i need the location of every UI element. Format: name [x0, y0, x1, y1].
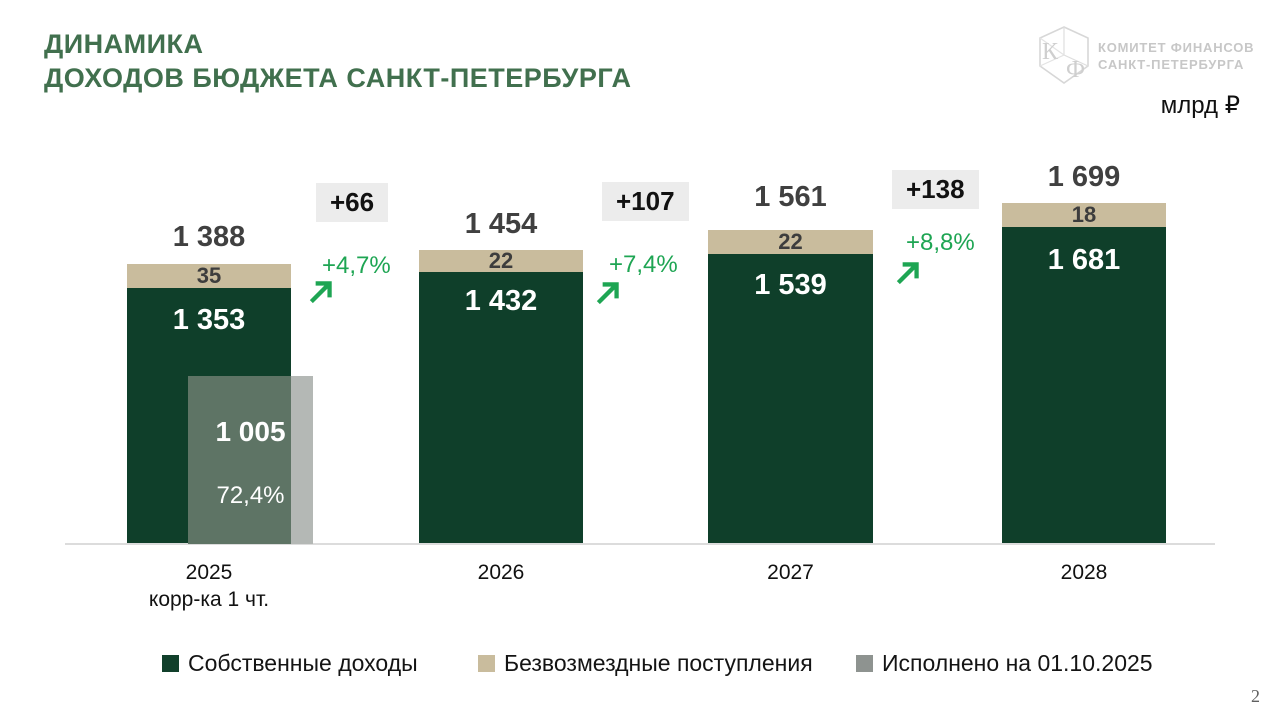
legend-label-executed: Исполнено на 01.10.2025 — [882, 650, 1153, 676]
bar-2025-transfers-value: 35 — [196, 263, 222, 288]
legend-label-transfers: Безвозмездные поступления — [504, 650, 813, 676]
bar-2027-transfers-segment: 22 — [708, 230, 873, 254]
legend-swatch-own-revenues — [162, 655, 179, 672]
page-title: ДИНАМИКА ДОХОДОВ БЮДЖЕТА САНКТ-ПЕТЕРБУРГ… — [44, 27, 631, 95]
finance-committee-logo-text: КОМИТЕТ ФИНАНСОВ САНКТ-ПЕТЕРБУРГА — [1098, 39, 1254, 73]
total-label-2028: 1 699 — [1047, 161, 1121, 193]
x-axis-line — [65, 543, 1215, 545]
executed-value: 1 005 — [215, 416, 286, 447]
executed-overlay-labels: 1 005 72,4% — [188, 376, 313, 544]
bar-2025-transfers-segment: 35 — [127, 264, 291, 288]
logo-org-line2: САНКТ-ПЕТЕРБУРГА — [1098, 57, 1245, 72]
bar-2028-transfers-value: 18 — [1071, 202, 1097, 227]
logo-letter-k: К — [1042, 39, 1059, 65]
bar-2027-own-value: 1 539 — [754, 269, 827, 301]
bar-2025-own-value: 1 353 — [172, 304, 246, 336]
bar-2026-own-value: 1 432 — [464, 285, 538, 317]
page-title-line1: ДИНАМИКА — [44, 29, 204, 59]
growth-arrow-icon — [896, 262, 919, 285]
legend-item-executed: Исполнено на 01.10.2025 — [856, 650, 1153, 677]
legend-swatch-transfers — [478, 655, 495, 672]
growth-arrow-icon — [596, 282, 619, 305]
x-label-2027: 2027 — [767, 561, 814, 584]
logo-org-line1: КОМИТЕТ ФИНАНСОВ — [1098, 40, 1255, 55]
executed-overlay-extension — [291, 376, 313, 544]
bar-2026-transfers-segment: 22 — [419, 250, 583, 272]
total-label-2025: 1 388 — [172, 221, 246, 253]
bar-2028-transfers-segment: 18 — [1002, 203, 1166, 227]
delta-badge-2027: +107 — [602, 182, 689, 221]
bar-2027-own-segment: 1 539 — [708, 254, 873, 544]
delta-percent-2028: +8,8% — [906, 229, 975, 256]
finance-committee-logo-icon: К Ф — [1039, 26, 1089, 84]
x-label-2026: 2026 — [477, 561, 525, 584]
delta-percent-2027: +7,4% — [609, 251, 678, 278]
x-sublabel-2025: корр-ка 1 чт. — [148, 588, 270, 611]
executed-percent: 72,4% — [216, 482, 285, 509]
total-label-2026: 1 454 — [464, 208, 538, 240]
bar-2026-own-segment: 1 432 — [419, 272, 583, 544]
legend-item-own-revenues: Собственные доходы — [162, 650, 418, 677]
x-label-2028: 2028 — [1060, 561, 1108, 584]
bar-2028-own-value: 1 681 — [1047, 244, 1121, 276]
bar-2026-transfers-value: 22 — [488, 248, 514, 273]
legend-item-transfers: Безвозмездные поступления — [478, 650, 813, 677]
delta-percent-2026: +4,7% — [322, 252, 391, 279]
legend-label-own-revenues: Собственные доходы — [188, 650, 418, 676]
delta-badge-2026: +66 — [316, 183, 389, 222]
bar-2027-transfers-value: 22 — [778, 229, 803, 254]
page-number: 2 — [1251, 686, 1260, 706]
executed-overlay-bar — [188, 376, 291, 544]
bar-2028-own-segment: 1 681 — [1002, 227, 1166, 544]
logo-letter-f: Ф — [1066, 57, 1085, 83]
x-label-2025: 2025 — [185, 561, 233, 584]
units-label: млрд ₽ — [1160, 92, 1240, 119]
growth-arrow-icon — [309, 281, 332, 304]
legend-swatch-executed — [856, 655, 873, 672]
delta-badge-2028: +138 — [892, 170, 979, 209]
page-title-line2: ДОХОДОВ БЮДЖЕТА САНКТ-ПЕТЕРБУРГА — [44, 63, 632, 93]
total-label-2027: 1 561 — [754, 181, 827, 213]
